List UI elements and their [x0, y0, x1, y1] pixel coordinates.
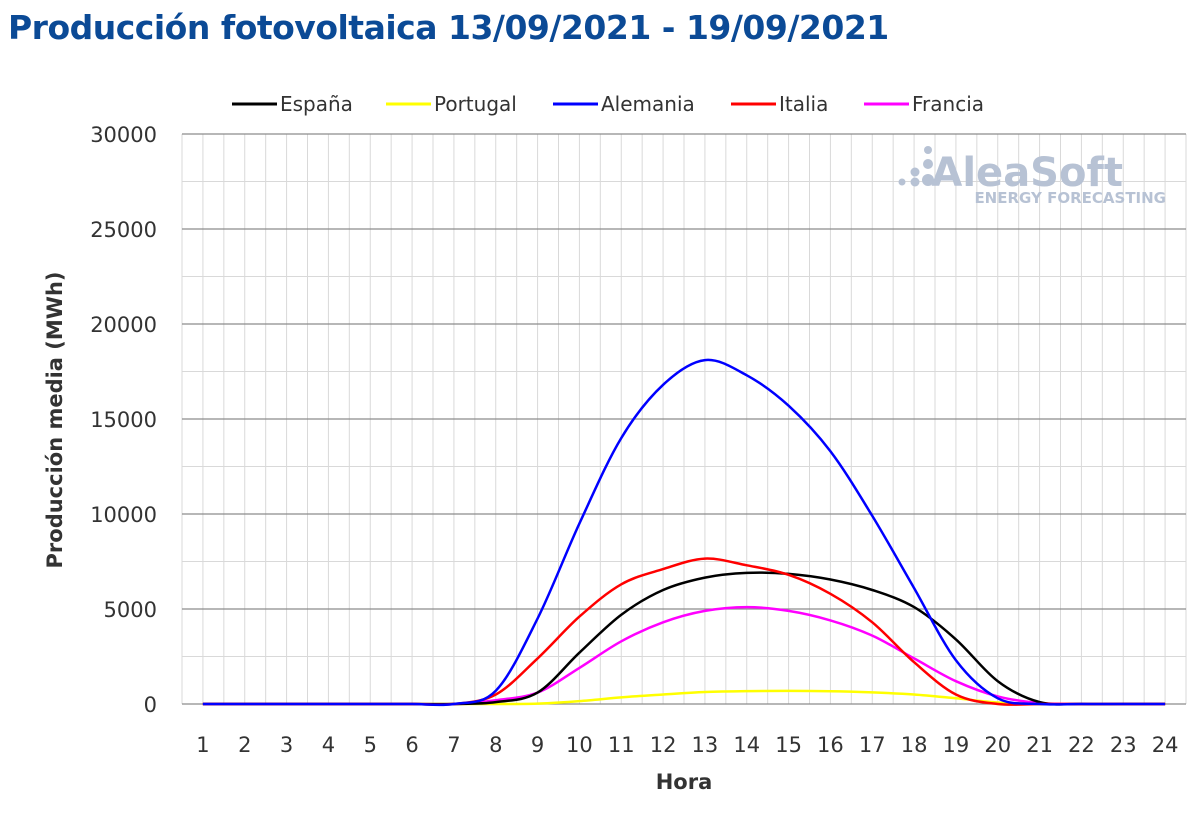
watermark-dot [898, 178, 906, 186]
watermark-brand: AleaSoft [931, 150, 1123, 196]
watermark-dot [910, 167, 920, 177]
legend-label-alemania: Alemania [601, 92, 695, 116]
x-tick-label: 17 [859, 733, 886, 757]
legend-label-portugal: Portugal [434, 92, 517, 116]
x-axis-ticks: 1 2 3 4 5 6 7 8 9 10 11 12 13 14 15 16 17 18 19 20 21 22 23 24 [196, 733, 1178, 757]
watermark-dot [910, 177, 920, 187]
x-axis-label: Hora [656, 770, 713, 794]
x-tick-label: 3 [280, 733, 293, 757]
y-tick-label: 25000 [90, 218, 157, 242]
series-line-alemania [202, 358, 1166, 707]
chart-title: Producción fotovoltaica 13/09/2021 - 19/… [8, 8, 889, 47]
watermark-dot [924, 146, 932, 154]
x-tick-label: 10 [566, 733, 593, 757]
x-tick-label: 8 [489, 733, 502, 757]
x-tick-label: 4 [322, 733, 335, 757]
legend-label-espana: España [280, 92, 353, 116]
grid [181, 133, 1187, 705]
aleasoft-logo-icon [898, 146, 934, 187]
x-tick-label: 19 [943, 733, 970, 757]
x-tick-label: 24 [1152, 733, 1179, 757]
x-tick-label: 12 [650, 733, 677, 757]
x-tick-label: 14 [733, 733, 760, 757]
y-tick-label: 5000 [104, 598, 157, 622]
legend-label-francia: Francia [912, 92, 984, 116]
x-tick-label: 1 [196, 733, 209, 757]
x-tick-label: 16 [817, 733, 844, 757]
y-tick-label: 30000 [90, 123, 157, 147]
x-tick-label: 11 [608, 733, 635, 757]
watermark-dot [922, 174, 934, 186]
x-tick-label: 13 [692, 733, 719, 757]
x-tick-label: 5 [364, 733, 377, 757]
watermark-subtitle: ENERGY FORECASTING [974, 189, 1166, 207]
x-tick-label: 20 [984, 733, 1011, 757]
aleasoft-watermark: AleaSoft ENERGY FORECASTING [898, 146, 1166, 207]
y-tick-label: 20000 [90, 313, 157, 337]
y-tick-label: 0 [144, 693, 157, 717]
x-tick-label: 21 [1026, 733, 1053, 757]
x-tick-label: 9 [531, 733, 544, 757]
y-tick-label: 15000 [90, 408, 157, 432]
legend: España Portugal Alemania Italia Francia [232, 92, 984, 116]
y-axis-label: Producción media (MWh) [43, 272, 67, 569]
watermark-dot [923, 159, 933, 169]
x-tick-label: 22 [1068, 733, 1095, 757]
y-axis-ticks: 0 5000 10000 15000 20000 25000 30000 [90, 123, 157, 717]
x-tick-label: 2 [238, 733, 251, 757]
x-tick-label: 23 [1110, 733, 1137, 757]
x-tick-label: 6 [405, 733, 418, 757]
series-lines [202, 358, 1166, 707]
x-tick-label: 18 [901, 733, 928, 757]
y-tick-label: 10000 [90, 503, 157, 527]
x-tick-label: 7 [447, 733, 460, 757]
x-tick-label: 15 [775, 733, 802, 757]
legend-label-italia: Italia [779, 92, 828, 116]
